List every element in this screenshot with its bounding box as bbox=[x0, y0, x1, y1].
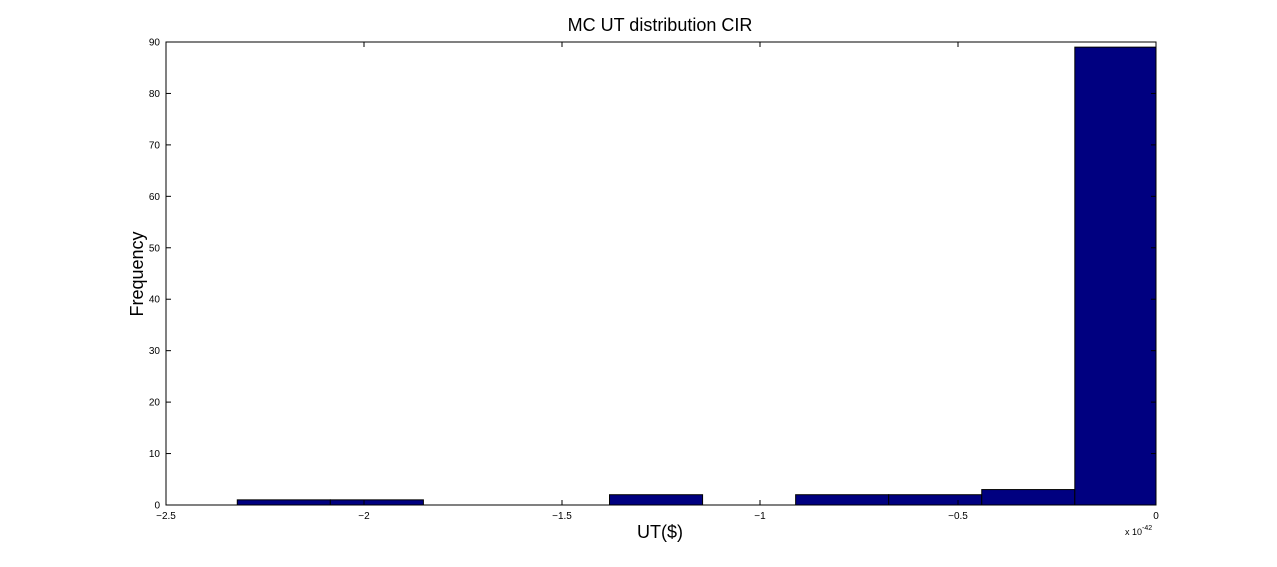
x-tick-label: −2 bbox=[358, 511, 370, 522]
x-exponent-base: x 10 bbox=[1125, 527, 1142, 537]
y-tick-label: 60 bbox=[149, 192, 161, 203]
x-axis-label: UT($) bbox=[637, 522, 683, 542]
y-tick-label: 50 bbox=[149, 243, 161, 254]
y-ticks: 0 10 20 30 40 50 60 70 80 90 bbox=[149, 38, 1156, 512]
histogram-bar bbox=[236, 499, 331, 506]
x-tick-label: 0 bbox=[1153, 511, 1159, 522]
x-exponent-label: x 10-42 bbox=[1125, 525, 1152, 537]
x-exponent-power: -42 bbox=[1142, 525, 1152, 532]
x-tick-label: −2.5 bbox=[156, 511, 176, 522]
y-tick-label: 40 bbox=[149, 295, 161, 306]
y-tick-label: 70 bbox=[149, 140, 161, 151]
y-tick-label: 90 bbox=[149, 38, 161, 49]
y-tick-label: 10 bbox=[149, 449, 161, 460]
bars-group bbox=[236, 46, 1157, 506]
y-tick-label: 80 bbox=[149, 89, 161, 100]
histogram-bar bbox=[1074, 46, 1157, 506]
histogram-bar bbox=[981, 489, 1076, 506]
histogram-bar bbox=[609, 494, 704, 506]
y-axis-label: Frequency bbox=[127, 231, 147, 316]
plot-frame bbox=[165, 41, 1157, 506]
histogram-bar bbox=[888, 494, 983, 506]
x-ticks: −2.5 −2 −1.5 −1 −0.5 0 bbox=[156, 42, 1159, 522]
histogram-bar bbox=[795, 494, 890, 506]
y-tick-label: 30 bbox=[149, 346, 161, 357]
x-tick-label: −1 bbox=[754, 511, 766, 522]
x-tick-label: −1.5 bbox=[552, 511, 572, 522]
histogram-bar bbox=[329, 499, 424, 506]
y-tick-label: 0 bbox=[154, 501, 160, 512]
x-tick-label: −0.5 bbox=[948, 511, 968, 522]
chart-title: MC UT distribution CIR bbox=[568, 15, 753, 35]
y-tick-label: 20 bbox=[149, 398, 161, 409]
